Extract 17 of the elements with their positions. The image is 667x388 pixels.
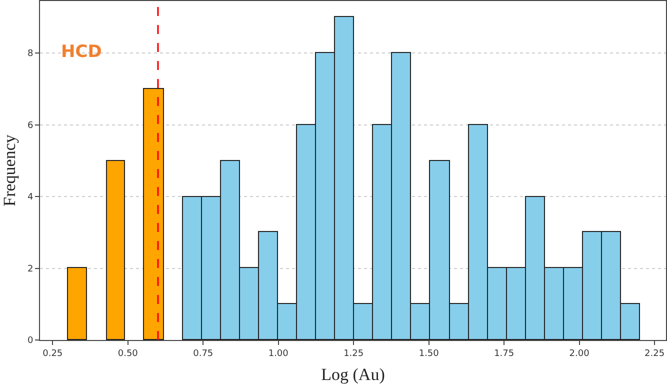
- y-tick-label: 0: [27, 336, 34, 346]
- x-tick-label: 1.00: [268, 348, 289, 359]
- x-tick-label: 1.25: [344, 348, 364, 359]
- y-tick-label: 2: [27, 264, 34, 274]
- x-tick-label: 2.00: [569, 348, 590, 359]
- annotation: HCD: [61, 42, 102, 62]
- y-tick-label: 8: [27, 49, 34, 60]
- y-tick-label: 6: [27, 120, 34, 131]
- x-tick-label: 1.75: [494, 348, 514, 359]
- y-axis-title: Frequency: [0, 134, 19, 206]
- x-tick-label: 0.50: [118, 348, 138, 359]
- y-tick-label: 4: [27, 192, 34, 203]
- x-tick-label: 0.25: [42, 348, 63, 359]
- x-axis-title: Log (Au): [321, 365, 385, 384]
- x-tick-label: 0.75: [193, 348, 214, 359]
- x-tick-label: 2.25: [644, 348, 665, 359]
- x-tick-label: 1.50: [418, 348, 440, 359]
